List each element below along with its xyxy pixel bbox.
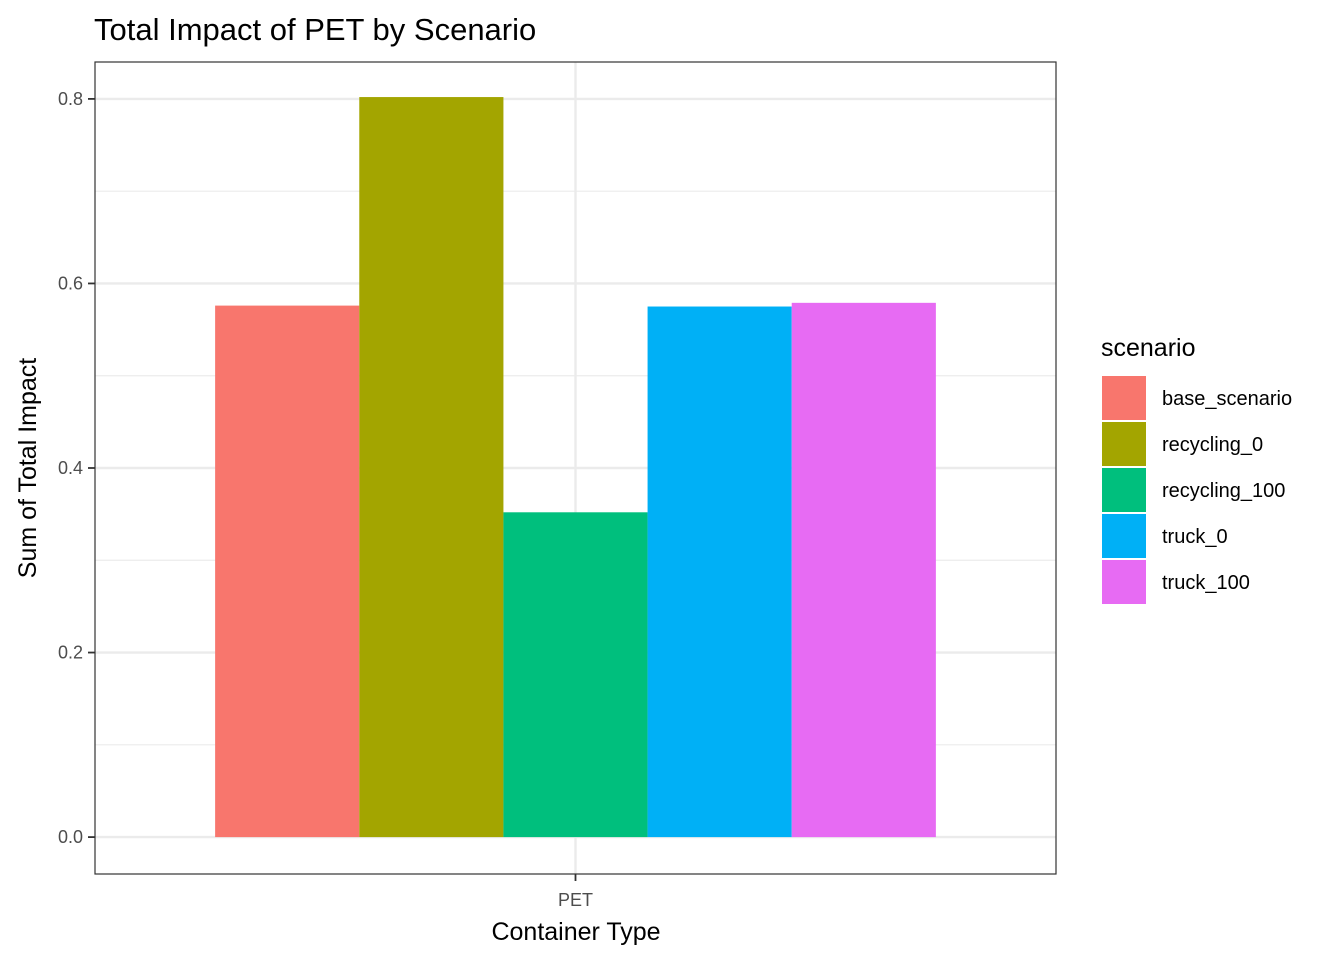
- legend-key-recycling_0: [1102, 422, 1146, 466]
- y-tick-label: 0.4: [58, 458, 83, 478]
- x-tick-label: PET: [558, 890, 593, 910]
- bar-truck_0: [647, 306, 792, 838]
- y-axis: 0.0 0.2 0.4 0.6 0.8: [58, 89, 95, 847]
- legend-title: scenario: [1101, 334, 1196, 362]
- x-axis-title: Container Type: [491, 918, 660, 946]
- y-tick-label: 0.0: [58, 827, 83, 847]
- bar-base_scenario: [215, 305, 360, 838]
- bars: [215, 97, 936, 838]
- y-tick-label: 0.8: [58, 89, 83, 109]
- x-axis: PET: [558, 874, 593, 910]
- bar-recycling_100: [503, 512, 648, 838]
- legend-key-truck_0: [1102, 514, 1146, 558]
- bar-recycling_0: [359, 97, 504, 838]
- y-axis-title: Sum of Total Impact: [14, 358, 42, 579]
- legend-label: recycling_100: [1162, 480, 1285, 502]
- legend-label: recycling_0: [1162, 434, 1263, 456]
- legend-key-base_scenario: [1102, 376, 1146, 420]
- legend-label: base_scenario: [1162, 388, 1292, 410]
- legend-key-truck_100: [1102, 560, 1146, 604]
- legend-key-recycling_100: [1102, 468, 1146, 512]
- legend: scenario base_scenario recycling_0recycli…: [1101, 334, 1292, 604]
- bar-truck_100: [791, 302, 936, 838]
- chart-title: Total Impact of PET by Scenario: [94, 12, 536, 47]
- legend-label: truck_100: [1162, 572, 1250, 594]
- legend-label: truck_0: [1162, 526, 1228, 548]
- y-tick-label: 0.6: [58, 273, 83, 293]
- y-tick-label: 0.2: [58, 643, 83, 663]
